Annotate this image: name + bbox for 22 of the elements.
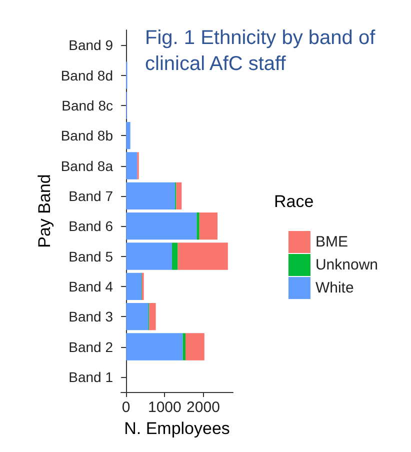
legend-label: White: [315, 280, 354, 296]
y-tick-label: Band 8a: [60, 158, 114, 174]
x-tick-label: 2000: [186, 399, 220, 416]
y-tick-label: Band 3: [68, 308, 114, 325]
y-tick-label: Band 8d: [60, 67, 113, 84]
legend-label: BME: [315, 234, 348, 250]
y-tick-label: Band 7: [68, 188, 114, 204]
y-tick-label: Band 8b: [60, 128, 114, 144]
x-tick-label: 0: [122, 399, 130, 416]
text: Fig. 1 Ethnicity by band of clinical AfC staff: [145, 27, 376, 75]
y-tick-label: Band 4: [68, 278, 114, 294]
y-tick-label: Band 1: [68, 368, 114, 385]
y-tick-label: Band 2: [68, 338, 114, 355]
legend-label: Unknown: [315, 256, 378, 274]
x-axis-title: N. Employees: [124, 418, 230, 438]
y-tick-label: Band 5: [68, 248, 114, 264]
y-tick-label: Band 9: [68, 37, 114, 54]
y-axis-title: Pay Band: [35, 174, 54, 248]
y-tick-label: Band 6: [68, 218, 114, 234]
x-tick-label: 1000: [148, 399, 182, 416]
y-tick-label: Band 8c: [62, 97, 113, 114]
legend-title: Race: [274, 192, 314, 211]
